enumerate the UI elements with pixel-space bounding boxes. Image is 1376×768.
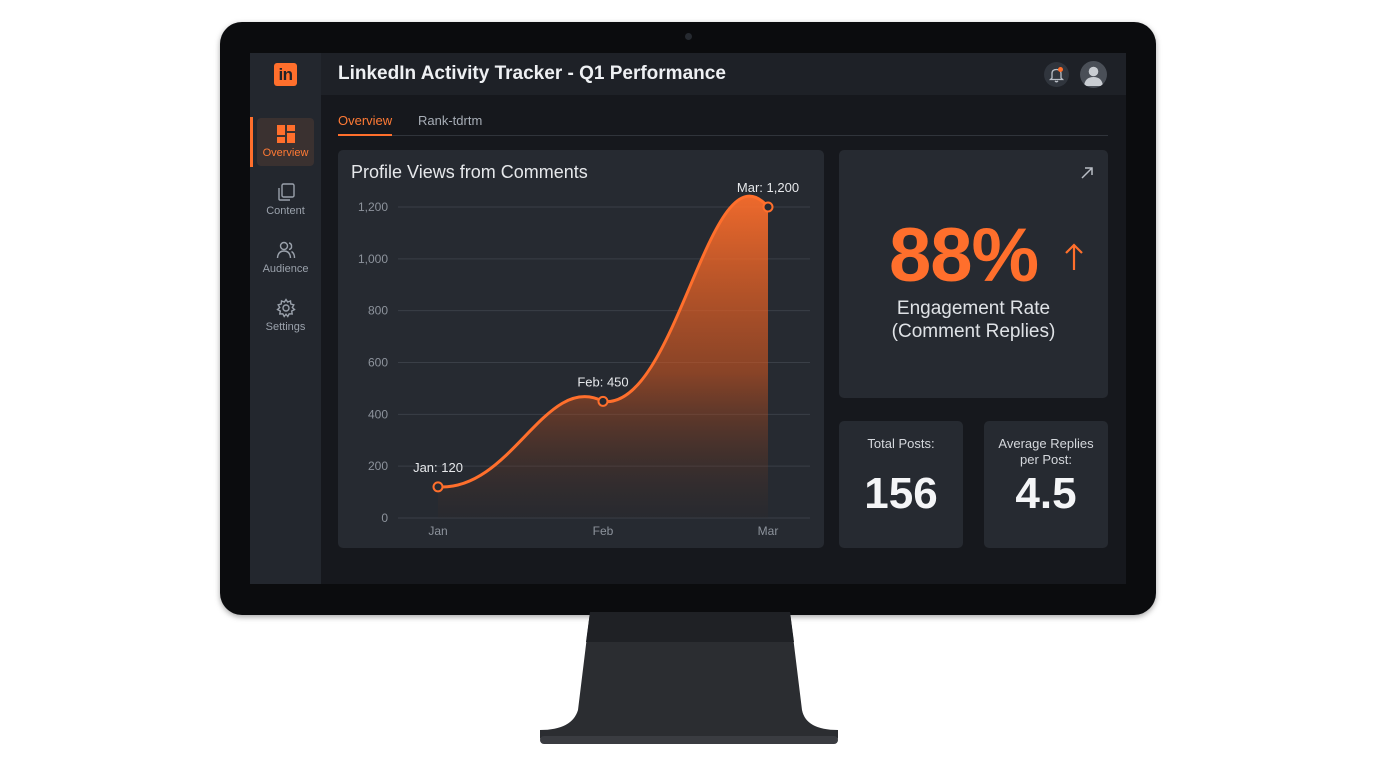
data-label: Jan: 120: [413, 460, 463, 475]
dashboard-icon: [276, 125, 295, 143]
sidebar-item-label: Settings: [265, 321, 306, 333]
tab-bar: Overview Rank-tdrtm: [338, 113, 1108, 136]
sidebar-item-label: Content: [266, 205, 305, 217]
top-bar: LinkedIn Activity Tracker - Q1 Performan…: [321, 53, 1126, 95]
data-label: Feb: 450: [577, 374, 628, 389]
notifications-button[interactable]: [1044, 62, 1069, 87]
monitor-stand: [540, 612, 838, 744]
users-icon: [276, 241, 295, 259]
sidebar-item-overview[interactable]: Overview: [257, 118, 314, 166]
average-replies-card: Average Replies per Post: 4.5: [984, 421, 1108, 548]
y-tick-label: 0: [381, 511, 388, 525]
x-tick-label: Feb: [593, 524, 614, 538]
average-replies-value: 4.5: [1015, 469, 1077, 518]
tab-rank[interactable]: Rank-tdrtm: [418, 113, 483, 128]
y-tick-label: 1,000: [358, 252, 388, 266]
total-posts-value: 156: [864, 469, 938, 518]
sidebar-item-audience[interactable]: Audience: [257, 234, 314, 282]
sidebar-item-settings[interactable]: Settings: [257, 292, 314, 340]
avatar-icon: [1084, 66, 1103, 86]
linkedin-logo[interactable]: in: [274, 63, 297, 86]
y-tick-label: 400: [368, 407, 388, 421]
page-title: LinkedIn Activity Tracker - Q1 Performan…: [338, 63, 726, 84]
engagement-rate-value: 88%: [889, 213, 1039, 298]
sidebar-item-content[interactable]: Content: [257, 176, 314, 224]
expand-icon[interactable]: [1079, 165, 1095, 181]
sidebar: in Overview Content: [250, 53, 321, 584]
trend-up-icon: [1065, 243, 1083, 270]
data-point: [762, 201, 774, 213]
average-replies-label: Average Replies per Post:: [984, 436, 1108, 468]
chart-title: Profile Views from Comments: [351, 162, 588, 182]
data-point: [597, 395, 609, 407]
series-line: [437, 194, 770, 489]
active-indicator: [250, 117, 253, 167]
engagement-card: 88% Engagement Rate (Comment Replies): [839, 150, 1108, 398]
total-posts-label: Total Posts:: [867, 436, 935, 451]
notification-dot: [1058, 67, 1063, 72]
y-tick-label: 1,200: [358, 200, 388, 214]
engagement-label-line1: Engagement Rate: [896, 298, 1051, 319]
sidebar-item-label: Audience: [262, 263, 309, 275]
x-tick-label: Mar: [758, 524, 779, 538]
y-tick-label: 800: [368, 304, 388, 318]
y-tick-label: 200: [368, 459, 388, 473]
data-point: [432, 481, 444, 493]
chart-card: Profile Views from Comments 0 200 400 600 80…: [338, 150, 824, 548]
copy-icon: [277, 183, 295, 201]
gear-icon: [275, 298, 296, 318]
average-replies-label-line2: per Post:: [1019, 452, 1073, 467]
tab-overview[interactable]: Overview: [338, 113, 393, 136]
y-tick-label: 600: [368, 356, 388, 370]
bell-icon: [1048, 68, 1065, 83]
avatar[interactable]: [1080, 61, 1107, 88]
average-replies-label-line1: Average Replies: [998, 436, 1094, 451]
screen: in Overview Content: [250, 53, 1126, 584]
webcam: [685, 33, 692, 40]
data-label: Mar: 1,200: [737, 180, 799, 195]
sidebar-item-label: Overview: [262, 147, 309, 159]
engagement-label-line2: (Comment Replies): [891, 321, 1056, 342]
total-posts-card: Total Posts: 156: [839, 421, 963, 548]
profile-views-chart: 0 200 400 600 800 1,000 1,200 Jan Feb Mar Jan: 120…: [358, 180, 810, 538]
series-area: [438, 196, 768, 518]
x-tick-label: Jan: [428, 524, 447, 538]
engagement-rate-label: Engagement Rate (Comment Replies): [839, 297, 1108, 343]
